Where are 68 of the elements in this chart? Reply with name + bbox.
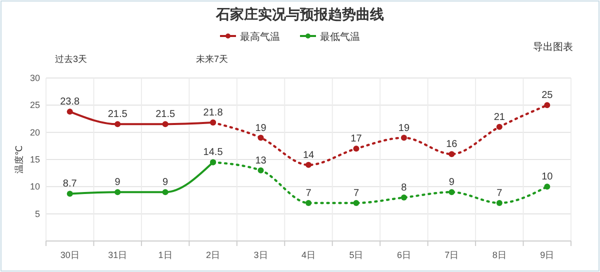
point — [306, 200, 312, 206]
data-label: 14 — [302, 150, 314, 161]
data-label: 13 — [255, 155, 267, 166]
data-label: 8 — [401, 182, 408, 194]
y-tick-label: 30 — [30, 73, 40, 83]
text: 导出图表 — [533, 41, 573, 53]
data-label: 14.5 — [203, 147, 224, 158]
point — [114, 121, 121, 128]
data-label: 16 — [446, 139, 458, 150]
y-tick-label: 5 — [34, 208, 40, 219]
y-axis-title: 温度℃ — [14, 145, 24, 174]
point — [496, 200, 502, 206]
data-label: 25 — [542, 90, 554, 102]
data-label: 7 — [306, 188, 312, 199]
point — [258, 134, 264, 141]
data-label: 23.8 — [60, 96, 80, 108]
point — [353, 200, 360, 206]
data-label: 9 — [114, 177, 121, 188]
point — [258, 167, 264, 174]
x-tick-label: 30日 — [60, 250, 80, 260]
x-tick-label: 3日 — [254, 250, 268, 260]
y-tick-label: 20 — [30, 127, 40, 138]
point — [544, 184, 550, 190]
point — [66, 190, 73, 197]
data-label: 8.7 — [62, 178, 78, 190]
x-tick-label: 31日 — [108, 250, 128, 260]
text: 未来7天 — [196, 54, 228, 64]
x-tick-label: 2日 — [206, 250, 220, 260]
text: 过去3天 — [55, 54, 88, 64]
data-label: 21.5 — [108, 109, 128, 120]
data-label: 7 — [353, 188, 360, 199]
data-label: 19 — [398, 122, 410, 134]
point — [448, 151, 455, 158]
data-label: 10 — [542, 172, 554, 183]
data-label: 21.8 — [203, 108, 224, 119]
data-label: 21 — [494, 112, 506, 123]
x-tick-label: 6日 — [396, 250, 411, 260]
point — [162, 121, 168, 128]
data-label: 9 — [448, 177, 455, 188]
x-tick-label: 4日 — [301, 250, 316, 260]
x-tick-label: 9日 — [540, 250, 554, 260]
data-label: 17 — [350, 134, 362, 145]
y-tick-label: 15 — [30, 154, 40, 164]
point — [400, 194, 407, 201]
point — [114, 189, 121, 196]
legend-label: 最高气温 — [240, 31, 280, 43]
point — [210, 120, 216, 126]
y-tick-label: 25 — [30, 100, 40, 110]
point — [306, 162, 312, 168]
data-label: 19 — [255, 122, 267, 134]
point — [400, 134, 407, 141]
point — [162, 189, 168, 196]
data-label: 21.5 — [156, 109, 176, 120]
x-tick-label: 1日 — [158, 250, 172, 260]
point — [353, 146, 360, 152]
point — [496, 124, 502, 130]
y-tick-label: 10 — [30, 182, 40, 192]
data-label: 7 — [496, 188, 503, 199]
x-tick-label: 8日 — [492, 250, 506, 260]
legend-label: 最低气温 — [320, 31, 360, 43]
point — [210, 159, 216, 166]
point — [66, 108, 73, 115]
x-tick-label: 5日 — [349, 250, 364, 260]
chart-title: 石家庄实况与预报趋势曲线 — [215, 6, 384, 22]
data-label: 9 — [162, 177, 169, 188]
point — [544, 102, 550, 108]
x-tick-label: 7日 — [444, 250, 459, 260]
point — [448, 189, 455, 196]
